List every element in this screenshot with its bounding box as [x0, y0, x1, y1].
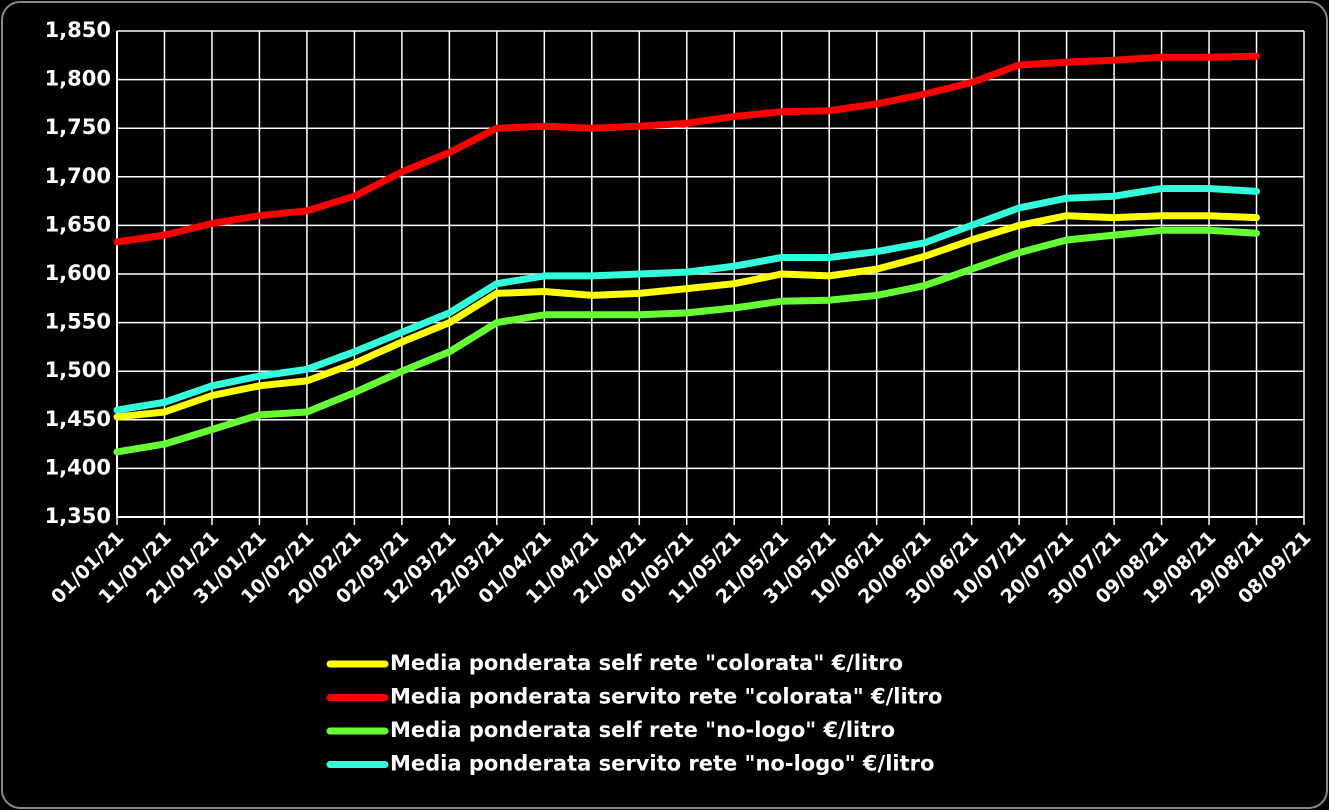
- series-line: [113, 185, 1260, 414]
- legend-label: Media ponderata self rete "colorata" €/l…: [390, 651, 903, 675]
- series-line: [113, 52, 1260, 246]
- legend-label: Media ponderata servito rete "colorata" …: [390, 685, 942, 709]
- y-tick-label: 1,400: [45, 455, 111, 479]
- legend-label: Media ponderata servito rete "no-logo" €…: [390, 752, 934, 776]
- legend-label: Media ponderata self rete "no-logo" €/li…: [390, 718, 895, 742]
- y-tick-label: 1,600: [45, 261, 111, 285]
- y-tick-label: 1,350: [45, 504, 111, 528]
- series-line: [113, 226, 1260, 456]
- y-tick-label: 1,750: [45, 115, 111, 139]
- y-tick-label: 1,450: [45, 407, 111, 431]
- y-tick-label: 1,700: [45, 164, 111, 188]
- y-tick-label: 1,550: [45, 310, 111, 334]
- y-tick-label: 1,650: [45, 212, 111, 236]
- y-tick-label: 1,800: [45, 67, 111, 91]
- y-tick-label: 1,850: [45, 18, 111, 42]
- series-line: [113, 212, 1260, 421]
- y-tick-label: 1,500: [45, 358, 111, 382]
